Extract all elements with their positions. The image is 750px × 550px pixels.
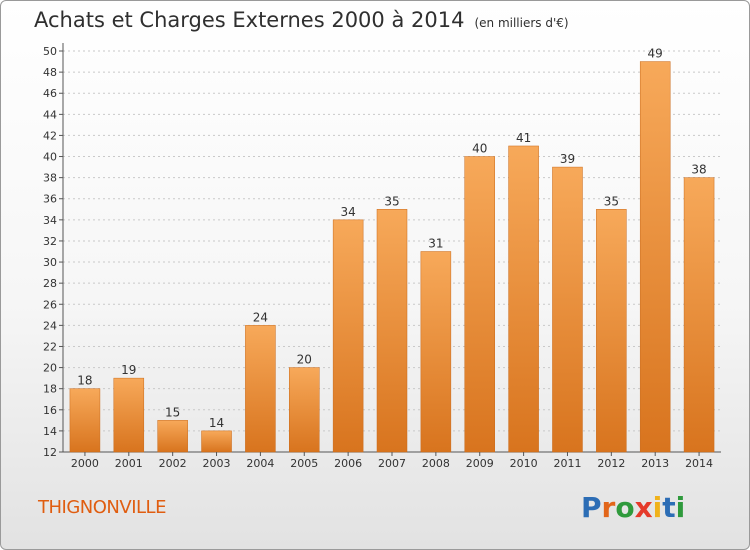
bar-2010 <box>508 145 539 453</box>
x-tick-label-2004: 2004 <box>246 457 274 470</box>
x-tick-label-2014: 2014 <box>685 457 713 470</box>
bar-2005 <box>289 367 320 453</box>
x-tick-label-2010: 2010 <box>510 457 538 470</box>
data-label-2009: 40 <box>472 142 487 156</box>
data-label-2003: 14 <box>209 416 224 430</box>
y-tick-label: 16 <box>43 404 57 417</box>
x-tick-label-2006: 2006 <box>334 457 362 470</box>
y-tick-label: 12 <box>43 446 57 459</box>
data-label-2005: 20 <box>297 353 312 367</box>
y-tick-label: 34 <box>43 214 57 227</box>
x-tick-label-2008: 2008 <box>422 457 450 470</box>
x-tick-label-2009: 2009 <box>466 457 494 470</box>
x-tick-label-2012: 2012 <box>597 457 625 470</box>
commune-name: THIGNONVILLE <box>38 497 166 518</box>
bar-2003 <box>201 430 232 453</box>
data-label-2010: 41 <box>516 131 531 145</box>
x-tick-label-2011: 2011 <box>553 457 581 470</box>
y-tick-label: 14 <box>43 425 57 438</box>
y-tick-label: 26 <box>43 298 57 311</box>
y-tick-label: 20 <box>43 362 57 375</box>
logo-letter: o <box>615 491 635 524</box>
data-label-2001: 19 <box>121 363 136 377</box>
bar-2008 <box>420 251 452 453</box>
data-label-2008: 31 <box>428 237 443 251</box>
bar-2002 <box>157 420 188 453</box>
logo-letter: x <box>634 491 653 524</box>
y-tick-label: 24 <box>43 319 57 332</box>
data-label-2013: 49 <box>648 47 663 61</box>
logo-letter: t <box>662 491 676 524</box>
data-label-2006: 34 <box>340 205 355 219</box>
logo-letter: r <box>601 491 616 524</box>
y-tick-label: 48 <box>43 66 57 79</box>
bar-2006 <box>332 219 364 453</box>
x-tick-label-2005: 2005 <box>290 457 318 470</box>
y-tick-label: 50 <box>43 45 57 58</box>
x-tick-label-2000: 2000 <box>71 457 99 470</box>
x-tick-label-2007: 2007 <box>378 457 406 470</box>
y-tick-label: 36 <box>43 193 57 206</box>
x-axis: 2000 2001 2002 2003 2004 2005 2006 2007 2008 2009… <box>71 452 713 470</box>
y-tick-label: 32 <box>43 235 57 248</box>
chart-subtitle: (en milliers d'€) <box>474 16 569 30</box>
bars: 18 19 15 14 24 20 34 35 31 40 41 39 35 49 38 <box>69 47 715 453</box>
y-tick-label: 40 <box>43 151 57 164</box>
bar-2013 <box>639 61 671 453</box>
bar-2001 <box>113 377 145 453</box>
bar-2012 <box>596 209 627 453</box>
y-tick-label: 44 <box>43 108 57 121</box>
data-label-2007: 35 <box>384 194 399 208</box>
y-tick-label: 42 <box>43 129 57 142</box>
y-tick-label: 38 <box>43 172 57 185</box>
x-tick-label-2013: 2013 <box>641 457 669 470</box>
bar-2014 <box>683 177 715 453</box>
chart-title: Achats et Charges Externes 2000 à 2014 (e… <box>34 8 569 32</box>
logo-letter: i <box>652 491 663 524</box>
x-tick-label-2002: 2002 <box>159 457 187 470</box>
y-tick-label: 18 <box>43 383 57 396</box>
proxiti-logo: Proxiti <box>581 491 685 524</box>
bar-2009 <box>464 156 495 453</box>
x-tick-label-2001: 2001 <box>115 457 143 470</box>
bar-2011 <box>552 166 583 453</box>
y-tick-label: 28 <box>43 277 57 290</box>
data-label-2012: 35 <box>604 194 619 208</box>
chart-title-text: Achats et Charges Externes 2000 à 2014 <box>34 8 465 32</box>
y-tick-label: 22 <box>43 340 57 353</box>
data-label-2014: 38 <box>691 163 706 177</box>
data-label-2004: 24 <box>253 310 268 324</box>
logo-letter: i <box>675 491 686 524</box>
data-label-2011: 39 <box>560 152 575 166</box>
x-tick-label-2003: 2003 <box>203 457 231 470</box>
bar-2007 <box>376 209 408 453</box>
bar-2004 <box>245 325 276 453</box>
bar-2000 <box>69 388 101 453</box>
data-label-2002: 15 <box>165 405 180 419</box>
y-tick-label: 30 <box>43 256 57 269</box>
logo-letter: P <box>581 491 602 524</box>
data-label-2000: 18 <box>77 374 92 388</box>
y-tick-label: 46 <box>43 87 57 100</box>
